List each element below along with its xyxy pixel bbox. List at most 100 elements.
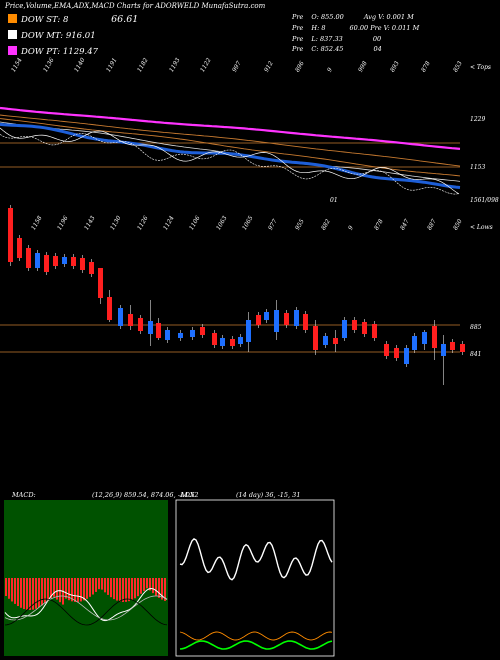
candle-body-2 [26, 248, 31, 268]
macd-histogram-bar-40 [125, 578, 127, 602]
candle-body-27 [264, 312, 269, 320]
candle-body-1 [17, 238, 22, 258]
legend-dow-pt: DOW PT: 1129.47 [8, 46, 98, 57]
candle-body-22 [220, 338, 225, 346]
macd-histogram-bar-31 [98, 578, 100, 590]
macd-histogram-bar-24 [77, 578, 79, 602]
chart-title: Price,Volume,EMA,ADX,MACD Charts for ADO… [5, 2, 266, 10]
macd-histogram-bar-7 [26, 578, 28, 610]
macd-histogram-bar-18 [59, 578, 61, 603]
legend-dow-st: DOW ST: 8 66.61 [8, 14, 138, 25]
macd-histogram-bar-17 [56, 578, 58, 600]
candle-body-15 [148, 321, 153, 334]
macd-histogram-bar-52 [161, 578, 163, 600]
macd-histogram-bar-6 [23, 578, 25, 610]
macd-title: MACD: [12, 491, 36, 499]
candle-body-32 [313, 326, 318, 350]
macd-histogram-bar-42 [131, 578, 133, 600]
candle-body-30 [294, 310, 299, 326]
info-row-3: Pre L: 837.33 00 [292, 35, 382, 43]
info-row-4: Pre C: 852.45 04 [292, 45, 382, 53]
legend-swatch [8, 46, 17, 55]
macd-histogram-bar-16 [53, 578, 55, 597]
macd-histogram-bar-23 [74, 578, 76, 602]
candle-body-18 [178, 333, 183, 338]
macd-histogram-bar-13 [44, 578, 46, 604]
axis-label: 1153 [470, 164, 486, 171]
macd-histogram-bar-49 [152, 578, 154, 594]
candle-body-4 [44, 255, 49, 272]
macd-histogram-bar-9 [32, 578, 34, 610]
macd-histogram-bar-41 [128, 578, 130, 602]
candle-body-23 [230, 339, 235, 346]
candle-body-37 [362, 322, 367, 334]
candle-body-19 [190, 330, 195, 337]
macd-histogram-bar-22 [71, 578, 73, 602]
macd-histogram-bar-2 [11, 578, 13, 602]
adx-minus-di-line [179, 631, 333, 641]
legend-value: 66.61 [111, 14, 139, 25]
upper-extra-label: 01 [330, 197, 338, 204]
price-line-dashed [0, 132, 460, 195]
legend-label: DOW PT: 1129.47 [21, 47, 99, 57]
macd-histogram-bar-0 [5, 578, 7, 596]
candle-body-36 [352, 320, 357, 330]
candle-body-26 [256, 315, 261, 325]
candle-body-5 [53, 256, 58, 266]
ema-line-blue [0, 122, 461, 189]
macd-histogram-bar-3 [14, 578, 16, 604]
candle-body-33 [323, 336, 328, 345]
axis-label: 1561/098 [470, 197, 499, 204]
macd-histogram-bar-51 [158, 578, 160, 598]
candle-body-42 [412, 336, 417, 350]
candle-body-3 [35, 253, 40, 268]
ema-line-a [0, 114, 461, 167]
adx-title: ADX [180, 491, 195, 499]
dow-pt-line [0, 106, 461, 150]
macd-histogram-bar-12 [41, 578, 43, 606]
candle-body-12 [118, 308, 123, 326]
macd-histogram-bar-8 [29, 578, 31, 610]
ema-line-b [0, 118, 461, 177]
macd-histogram-bar-44 [137, 578, 139, 597]
candle-body-6 [62, 257, 67, 264]
candle-body-38 [372, 324, 377, 338]
macd-histogram-bar-1 [8, 578, 10, 599]
axis-label: < Lows [470, 224, 493, 231]
adx-line [179, 538, 333, 581]
candle-body-20 [200, 327, 205, 335]
macd-histogram-bar-32 [101, 578, 103, 590]
adx-plus-di-line [179, 640, 333, 650]
macd-histogram-bar-28 [89, 578, 91, 597]
price-line-white [0, 127, 460, 195]
macd-histogram-bar-25 [80, 578, 82, 602]
macd-histogram-bar-14 [47, 578, 49, 601]
candle-body-35 [342, 320, 347, 338]
candle-body-16 [156, 323, 161, 338]
macd-histogram-bar-33 [104, 578, 106, 593]
macd-histogram-bar-43 [134, 578, 136, 599]
candle-body-29 [284, 313, 289, 325]
macd-histogram-bar-11 [38, 578, 40, 608]
axis-label: < Tops [470, 64, 492, 71]
macd-histogram-bar-37 [116, 578, 118, 601]
legend-swatch [8, 30, 17, 39]
macd-histogram-bar-45 [140, 578, 142, 594]
candle-body-13 [128, 314, 133, 326]
candle-body-0 [8, 208, 13, 262]
macd-histogram-bar-26 [83, 578, 85, 601]
candle-body-45 [441, 344, 446, 356]
candle-body-11 [107, 297, 112, 320]
info-row-1: Pre O: 855.00 Avg V: 0.001 M [292, 13, 414, 21]
macd-histogram-bar-30 [95, 578, 97, 592]
adx-panel-frame [175, 499, 335, 657]
macd-histogram-bar-21 [68, 578, 70, 601]
candle-body-34 [333, 338, 338, 344]
candle-body-31 [303, 314, 308, 330]
macd-histogram-bar-20 [65, 578, 67, 599]
macd-histogram-bar-38 [119, 578, 121, 602]
candle-body-7 [71, 257, 76, 266]
candle-body-39 [384, 344, 389, 356]
